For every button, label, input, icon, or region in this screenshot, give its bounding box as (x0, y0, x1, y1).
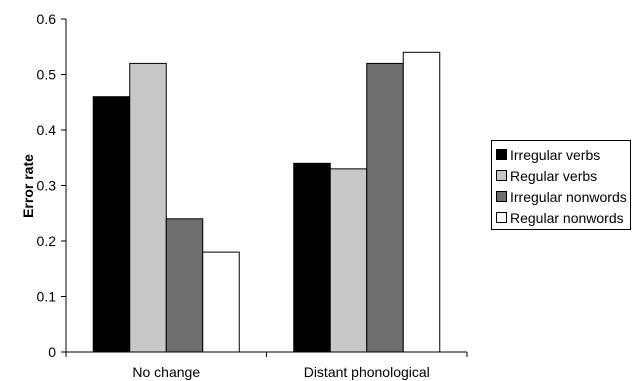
y-tick-label: 0.1 (37, 289, 57, 305)
y-tick-label: 0.2 (37, 233, 57, 249)
y-tick-label: 0.5 (37, 67, 57, 83)
legend-item: Irregular nonwords (496, 186, 630, 207)
legend-label: Irregular nonwords (510, 188, 627, 205)
legend-label: Irregular verbs (510, 146, 601, 163)
bar (202, 251, 240, 353)
x-category-label: No change (132, 364, 200, 380)
bar (402, 51, 441, 353)
legend-item: Regular verbs (496, 165, 630, 186)
legend-swatch (496, 191, 507, 202)
y-tick-label: 0.3 (37, 178, 57, 194)
bar (329, 168, 368, 353)
legend-label: Regular nonwords (510, 209, 624, 226)
legend-swatch (496, 212, 507, 223)
bar (293, 162, 331, 353)
y-axis-title: Error rate (20, 154, 36, 218)
y-tick-label: 0.6 (37, 11, 57, 27)
legend-item: Regular nonwords (496, 207, 630, 228)
x-axis-ticks: No change Distant phonological (65, 352, 468, 380)
legend-swatch (496, 170, 507, 181)
legend-swatch (496, 149, 507, 160)
legend-label: Regular verbs (510, 167, 598, 184)
bar (366, 62, 404, 353)
y-tick-label: 0.4 (37, 122, 57, 138)
legend-item: Irregular verbs (496, 144, 630, 165)
bars (92, 51, 441, 353)
bar (92, 96, 131, 353)
y-tick-label: 0 (48, 344, 56, 360)
y-axis-ticks: 0 0.1 0.2 0.3 0.4 0.5 0.6 (37, 11, 66, 360)
bar (165, 218, 204, 353)
bar (129, 62, 167, 353)
legend: Irregular verbs Regular verbs Irregular no… (491, 140, 631, 230)
x-category-label: Distant phonological (304, 364, 430, 380)
